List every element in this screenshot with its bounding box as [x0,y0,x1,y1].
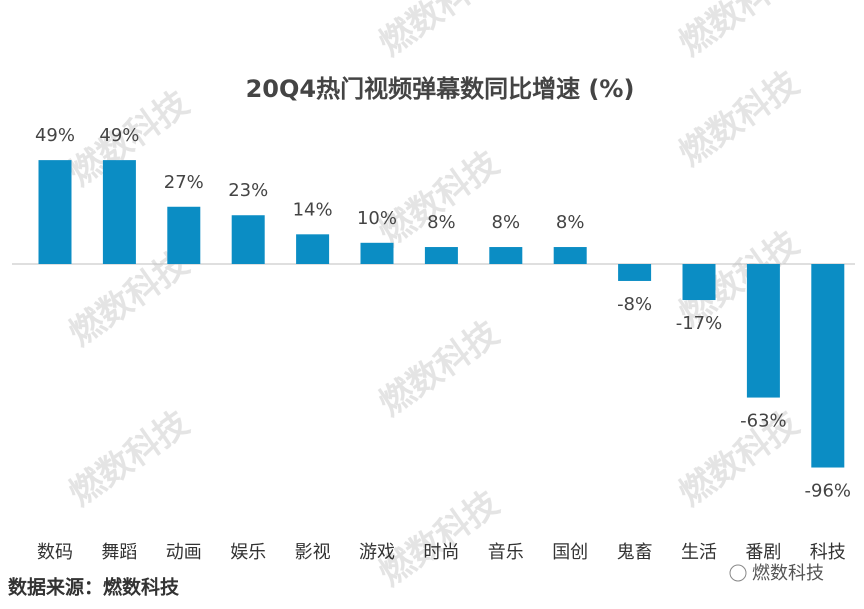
logo-icon [729,564,747,582]
x-tick-label: 数码 [37,542,73,563]
bar [424,247,458,264]
x-tick-label: 舞蹈 [101,542,137,563]
x-tick-label: 生活 [681,542,717,563]
watermark: 燃数科技 [62,403,196,514]
chart-title: 20Q4热门视频弹幕数同比增速 (%) [246,75,635,103]
watermark: 燃数科技 [372,0,506,64]
bar [746,264,780,398]
watermark: 燃数科技 [672,0,806,64]
value-label: -63% [740,411,787,432]
value-label: 14% [293,199,333,220]
value-label: 8% [492,212,521,233]
x-tick-label: 番剧 [745,542,781,563]
bar [231,215,265,264]
value-label: -96% [805,481,852,502]
x-tick-label: 娱乐 [230,542,266,563]
x-tick-label: 音乐 [488,542,524,563]
x-tick-label: 游戏 [359,542,395,563]
bar [102,160,136,264]
source: 数据来源：燃数科技 [8,576,180,599]
value-label: 8% [556,212,585,233]
bar [682,264,716,301]
x-tick-label: 科技 [810,542,846,563]
watermark: 燃数科技 [672,63,806,174]
bar [811,264,845,468]
bar [360,242,394,264]
value-label: -8% [617,294,652,315]
value-label: -17% [676,313,723,334]
x-tick-label: 影视 [295,542,331,563]
watermark: 燃数科技 [372,143,506,254]
logo: 燃数科技 [752,563,824,584]
x-tick-label: 国创 [552,542,588,563]
bar [167,206,201,264]
bar [618,264,652,281]
value-label: 49% [99,125,139,146]
bar [553,247,587,264]
value-label: 27% [164,172,204,193]
value-label: 10% [357,208,397,229]
x-tick-label: 动画 [166,542,202,563]
bar [489,247,523,264]
value-label: 49% [35,125,75,146]
bar [296,234,330,264]
value-label: 23% [228,180,268,201]
value-label: 8% [427,212,456,233]
watermark: 燃数科技 [372,483,506,594]
watermark: 燃数科技 [372,313,506,424]
bar [38,160,72,264]
x-tick-label: 时尚 [423,542,459,563]
x-tick-label: 鬼畜 [617,542,653,563]
